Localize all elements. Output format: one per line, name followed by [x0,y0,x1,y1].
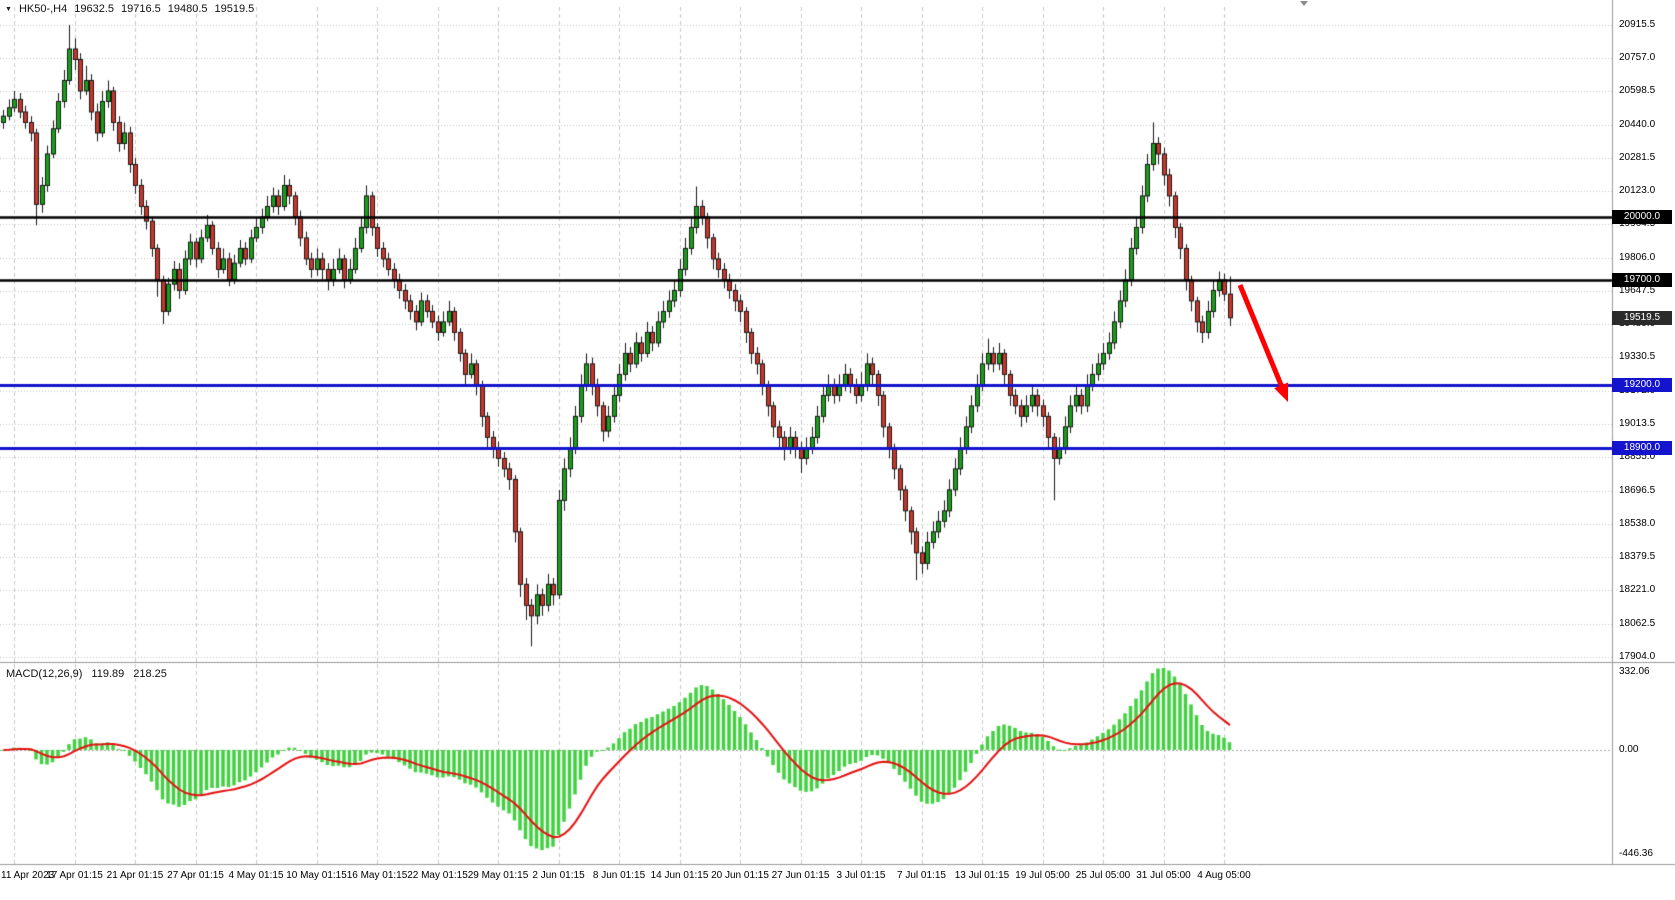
price-level-tag[interactable]: 18900.0 [1612,440,1672,455]
price-axis-label: 19647.5 [1619,284,1656,296]
time-axis-label: 3 Jul 01:15 [836,870,886,881]
symbol-dropdown-icon[interactable]: ▼ [5,5,12,13]
macd-axis[interactable]: 332.06 0.00 -446.36 [1612,664,1675,864]
time-axis-label: 11 Apr 2023 [1,870,55,881]
price-axis-label: 20123.0 [1619,185,1656,197]
time-axis-label: 22 May 01:15 [407,870,468,881]
time-axis-label: 25 Jul 05:00 [1075,870,1131,881]
ohlc-open-value: 19632.5 [74,3,114,15]
macd-main-value: 119.89 [91,668,125,680]
price-axis[interactable]: 20915.5 20757.0 20598.5 20440.0 20281.5 20123… [1612,0,1675,864]
price-axis-label: 17904.0 [1619,650,1656,662]
time-axis-label: 7 Jul 01:15 [897,870,946,881]
macd-title: MACD(12,26,9) [6,668,83,680]
time-axis-label: 21 Apr 01:15 [106,870,164,881]
ohlc-high-value: 19716.5 [121,3,161,15]
time-axis-label: 4 May 01:15 [228,870,284,881]
price-axis-label: 18538.0 [1619,517,1656,529]
time-axis-label: 20 Jun 01:15 [711,870,769,881]
time-axis-label: 8 Jun 01:15 [592,870,646,881]
price-axis-label: 20440.0 [1619,118,1656,130]
price-axis-label: 18696.5 [1619,484,1656,496]
ohlc-low-value: 19480.5 [167,3,208,15]
price-axis-label: 18379.5 [1619,551,1656,563]
time-axis-label: 16 May 01:15 [346,870,408,881]
macd-scale-zero-label: 0.00 [1619,743,1639,755]
price-axis-label: 18221.0 [1619,584,1656,596]
macd-scale-min-label: -446.36 [1619,848,1653,859]
price-axis-label: 19330.5 [1619,351,1656,363]
time-axis-label: 27 Apr 01:15 [167,870,224,881]
price-axis-label: 19806.0 [1619,251,1656,263]
symbol-timeframe-label: HK50-,H4 [18,3,68,15]
price-level-tag[interactable]: 19200.0 [1612,377,1672,392]
price-axis-label: 19013.5 [1619,418,1656,430]
time-axis-label: 13 Jul 01:15 [954,870,1010,881]
price-axis-label: 18062.5 [1619,617,1656,629]
price-axis-label: 20598.5 [1619,85,1656,97]
time-axis-label: 4 Aug 05:00 [1197,870,1251,881]
macd-indicator-info: MACD(12,26,9) 119.89 218.25 [6,668,167,680]
time-axis-label: 17 Apr 01:15 [46,870,103,881]
scrollbar-position-icon[interactable] [1300,1,1308,6]
price-axis-label: 20281.5 [1619,151,1656,163]
price-axis-label: 20915.5 [1619,18,1656,30]
current-price-tag[interactable]: 19519.5 [1612,310,1672,325]
time-axis-label: 2 Jun 01:15 [532,870,585,881]
time-axis-label: 29 May 01:15 [467,870,529,881]
time-axis-label: 14 Jun 01:15 [650,870,709,881]
time-axis-label: 10 May 01:15 [286,870,347,881]
time-axis-label: 31 Jul 05:00 [1136,870,1191,881]
price-axis-label: 18855.0 [1619,451,1656,463]
symbol-info-bar: ▼ HK50-,H4 19632.5 19716.5 19480.5 19519… [5,3,254,15]
price-level-tag[interactable]: 20000.0 [1612,209,1672,224]
time-axis-label: 19 Jul 05:00 [1015,870,1070,881]
macd-signal-value: 218.25 [133,668,167,680]
price-level-tag[interactable]: 19700.0 [1612,272,1672,287]
time-axis-label: 27 Jun 01:15 [771,870,830,881]
macd-scale-max-label: 332.06 [1619,666,1650,677]
ohlc-close-value: 19519.5 [214,3,255,15]
time-axis[interactable]: 11 Apr 2023 17 Apr 01:15 21 Apr 01:15 27 Ap… [0,868,1612,900]
price-axis-label: 20757.0 [1619,52,1656,63]
